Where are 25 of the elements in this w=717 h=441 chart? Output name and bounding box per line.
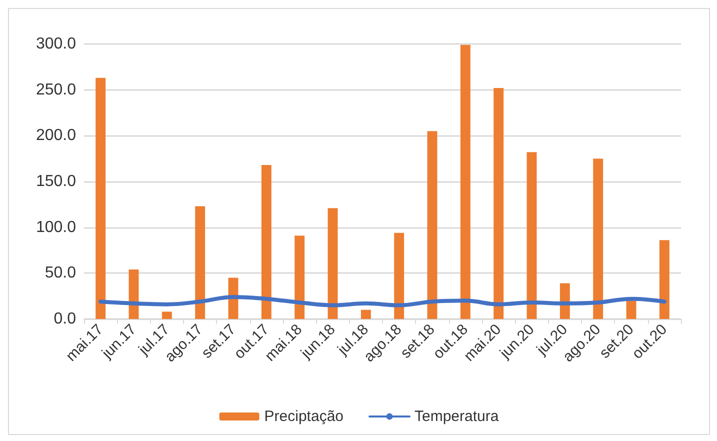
bar [394,232,404,319]
bar [659,240,670,319]
bar [195,206,206,319]
y-tick-label: 100.0 [36,218,76,236]
y-tick-label: 0.0 [54,310,76,328]
bar [460,44,470,319]
y-tick-label: 50.0 [44,264,76,282]
bar [162,312,172,319]
y-tick-label: 250.0 [36,81,76,98]
bar [494,88,504,319]
bar [593,158,604,319]
bar [96,78,106,319]
bar [294,236,305,319]
y-tick-label: 150.0 [36,173,76,190]
legend-label: Temperatura [414,408,500,425]
legend-label: Preciptação [264,408,344,425]
bar [261,165,272,319]
bar [427,131,438,319]
y-tick-label: 200.0 [36,127,76,144]
bar [328,208,338,319]
bar [526,152,537,319]
bar [626,300,636,319]
y-tick-label: 300.0 [36,36,76,52]
line-series [98,295,666,308]
bar [360,310,371,319]
